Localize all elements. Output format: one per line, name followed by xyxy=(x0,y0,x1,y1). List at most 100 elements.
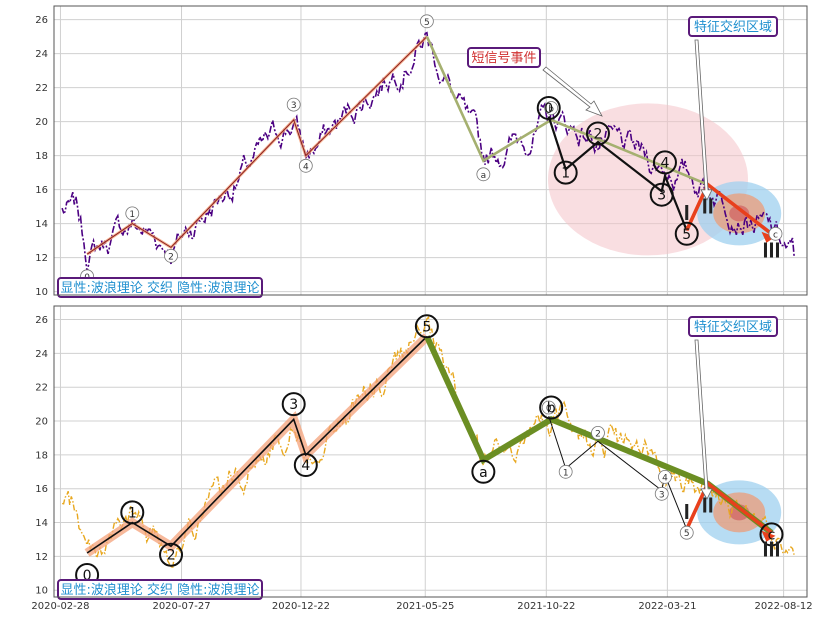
feature-box-frame xyxy=(688,316,778,337)
small-wave-label-1: 1 xyxy=(563,468,569,478)
big-wave-label-6: a xyxy=(479,465,488,481)
feature-box-text: 特征交织区域 xyxy=(694,319,772,335)
small-wave-label-4: 4 xyxy=(303,162,309,172)
y-tick-label-8: 26 xyxy=(35,315,48,326)
small-wave-marker-5 xyxy=(679,525,694,540)
secondary-wave-line xyxy=(548,415,688,530)
big-wave-label-7: b xyxy=(547,401,556,417)
big-wave-label-0: 0 xyxy=(83,568,92,584)
y-tick-label-0: 10 xyxy=(35,586,48,597)
roman-label-1: II xyxy=(702,493,714,517)
big-wave-marker-7 xyxy=(539,395,564,420)
y-tick-label-3: 16 xyxy=(35,185,48,196)
y-tick-label-0: 10 xyxy=(35,287,48,298)
big-wave-marker-6 xyxy=(471,459,496,484)
top-panel: 101214161820222426012345abc012345IIIIII显… xyxy=(35,5,808,298)
y-tick-label-2: 14 xyxy=(35,518,48,529)
big-wave-marker-0 xyxy=(536,96,561,120)
small-wave-label-7: b xyxy=(548,105,554,115)
feature-callout-arrow xyxy=(694,339,713,500)
big-wave-marker-1 xyxy=(120,500,145,525)
small-wave-marker-1 xyxy=(125,206,140,221)
signal-box-text: 短信号事件 xyxy=(471,51,536,66)
roman-label-2: III xyxy=(762,239,780,263)
small-wave-marker-7 xyxy=(544,101,559,115)
small-wave-marker-6 xyxy=(476,167,491,182)
small-wave-label-3: 3 xyxy=(659,490,665,500)
y-tick-label-1: 12 xyxy=(35,552,48,563)
small-wave-label-c: c xyxy=(773,230,778,240)
big-wave-label-4: 4 xyxy=(301,458,310,474)
legend-box-text: 显性:波浪理论 交织 隐性:波浪理论 xyxy=(60,582,259,598)
small-wave-marker-4 xyxy=(298,158,313,173)
x-tick-label-5: 2022-03-21 xyxy=(638,601,696,612)
roman-label-2: III xyxy=(762,537,780,561)
y-tick-label-6: 22 xyxy=(35,83,48,94)
big-wave-label-4: 4 xyxy=(660,155,669,171)
y-tick-label-4: 18 xyxy=(35,450,48,461)
small-wave-marker-5 xyxy=(419,14,434,29)
y-tick-label-5: 20 xyxy=(35,117,48,128)
big-wave-label-3: 3 xyxy=(657,188,666,204)
feature-box-text: 特征交织区域 xyxy=(694,19,772,35)
y-tick-label-4: 18 xyxy=(35,151,48,162)
small-wave-marker-3 xyxy=(286,97,301,112)
feature-box-frame xyxy=(688,16,778,37)
big-wave-marker-3 xyxy=(281,392,306,417)
x-tick-label-4: 2021-10-22 xyxy=(517,601,575,612)
small-wave-marker-0 xyxy=(541,400,556,415)
big-wave-marker-4 xyxy=(652,150,677,175)
big-wave-label-2: 2 xyxy=(594,127,603,143)
y-tick-label-6: 22 xyxy=(35,383,48,394)
big-wave-marker-5 xyxy=(674,221,699,246)
y-tick-label-1: 12 xyxy=(35,253,48,264)
legend-box-frame xyxy=(57,579,263,600)
y-tick-label-7: 24 xyxy=(35,49,48,60)
signal-box-frame xyxy=(467,47,541,68)
primary-wave-line xyxy=(86,36,428,255)
x-tick-label-1: 2020-07-27 xyxy=(152,601,210,612)
big-wave-marker-1 xyxy=(553,160,578,185)
small-wave-label-2: 2 xyxy=(595,429,601,439)
plot-frame xyxy=(53,5,808,296)
legend-box-text: 显性:波浪理论 交织 隐性:波浪理论 xyxy=(60,280,259,296)
roman-label-0: I xyxy=(684,201,690,225)
x-tick-label-2: 2020-12-22 xyxy=(272,601,330,612)
small-wave-label-1: 1 xyxy=(129,210,135,220)
y-tick-label-8: 26 xyxy=(35,15,48,26)
big-wave-label-3: 3 xyxy=(289,397,298,413)
signal-arrowhead xyxy=(761,530,776,542)
small-wave-label-6: a xyxy=(481,171,487,181)
small-wave-marker-1 xyxy=(558,464,573,479)
signal-callout-arrow xyxy=(542,66,603,117)
x-tick-label-3: 2021-05-25 xyxy=(396,601,454,612)
roman-label-1: II xyxy=(702,194,714,218)
big-wave-label-0: 0 xyxy=(544,101,553,117)
x-tick-label-0: 2020-02-28 xyxy=(31,601,89,612)
big-wave-marker-4 xyxy=(293,453,318,478)
y-tick-label-2: 14 xyxy=(35,219,48,230)
big-wave-marker-2 xyxy=(159,542,184,567)
x-axis: 2020-02-28 2020-07-27 2020-12-22 2021-05-25… xyxy=(31,601,812,612)
small-wave-label-5: 5 xyxy=(424,18,430,28)
x-tick-label-6: 2022-08-12 xyxy=(755,601,813,612)
big-wave-marker-2 xyxy=(585,121,610,146)
small-wave-label-2: 2 xyxy=(168,252,174,262)
big-wave-label-2: 2 xyxy=(167,548,176,564)
y-tick-label-3: 16 xyxy=(35,484,48,495)
small-wave-label-5: 5 xyxy=(684,529,690,539)
big-wave-label-5: 5 xyxy=(422,319,431,335)
primary-wave-line xyxy=(86,335,428,554)
roman-label-0: I xyxy=(684,500,690,524)
big-wave-marker-5 xyxy=(414,314,439,339)
small-wave-label-3: 3 xyxy=(291,101,297,111)
big-wave-label-5: 5 xyxy=(682,227,691,243)
small-wave-label-0: 0 xyxy=(546,404,552,414)
feature-callout-arrow xyxy=(694,39,713,201)
big-wave-marker-8 xyxy=(759,522,784,547)
big-wave-label-1: 1 xyxy=(561,166,570,182)
signal-arrowhead xyxy=(761,231,776,243)
small-wave-marker-c xyxy=(768,226,783,241)
